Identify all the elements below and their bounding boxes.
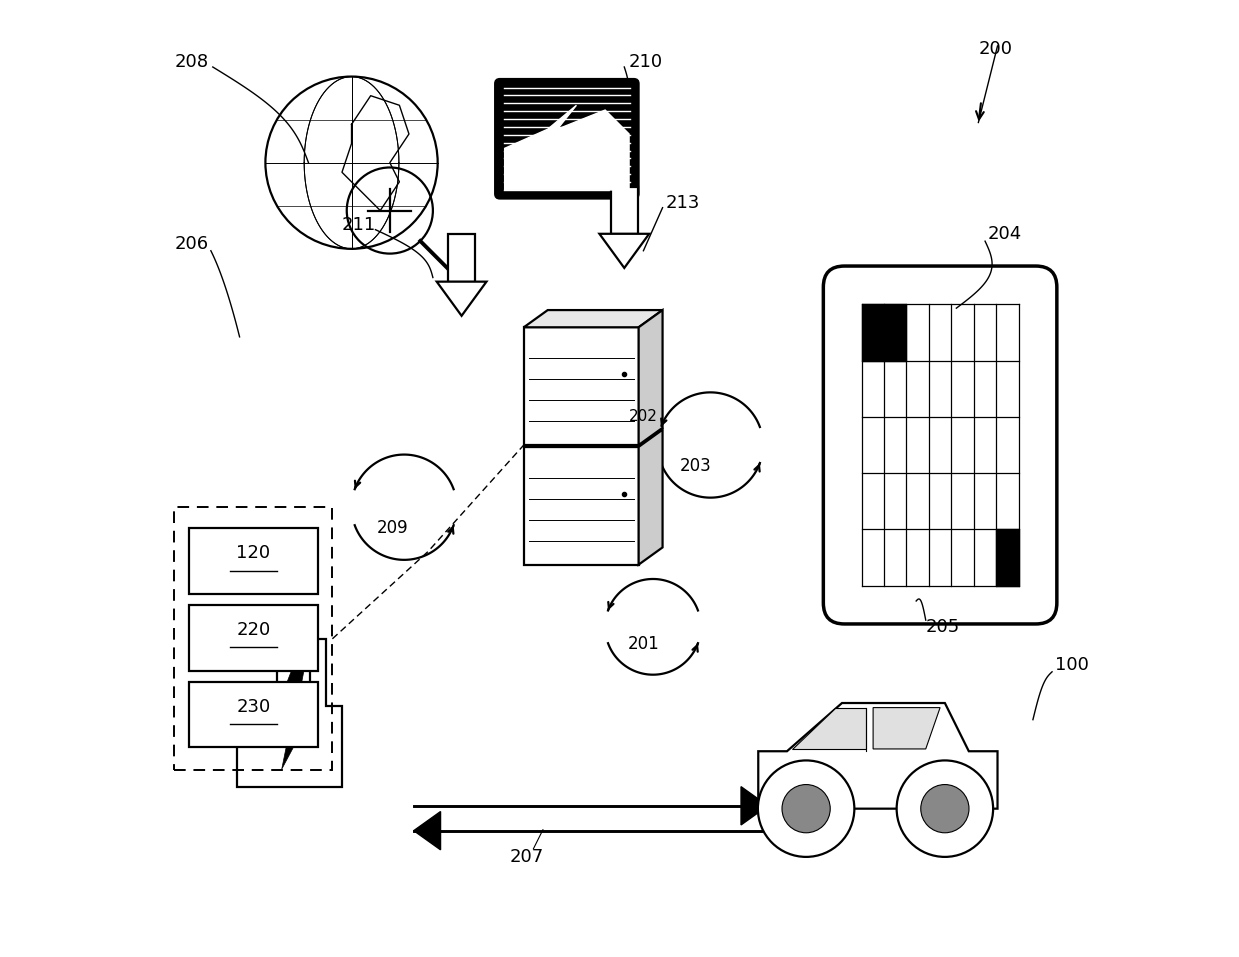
FancyBboxPatch shape	[496, 78, 638, 198]
Bar	[885, 304, 907, 361]
Polygon shape	[436, 281, 487, 316]
Circle shape	[782, 785, 830, 833]
Polygon shape	[524, 430, 663, 447]
Bar	[524, 327, 638, 445]
Text: 200: 200	[979, 40, 1012, 58]
Text: 230: 230	[237, 698, 270, 716]
Polygon shape	[504, 105, 629, 189]
Polygon shape	[414, 812, 441, 850]
Polygon shape	[600, 234, 649, 268]
Text: 211: 211	[342, 216, 377, 234]
Text: 120: 120	[237, 545, 270, 563]
Bar	[188, 605, 318, 671]
Bar	[188, 528, 318, 593]
Bar	[611, 187, 638, 234]
Text: 201: 201	[627, 635, 659, 653]
FancyBboxPatch shape	[824, 266, 1057, 624]
Text: 207: 207	[509, 848, 544, 865]
Polygon shape	[524, 310, 663, 327]
Polygon shape	[873, 707, 940, 749]
Polygon shape	[638, 310, 663, 445]
Polygon shape	[237, 639, 342, 787]
Polygon shape	[792, 707, 866, 749]
Circle shape	[758, 761, 855, 857]
Circle shape	[921, 785, 969, 833]
Text: 204: 204	[987, 226, 1022, 243]
Text: 100: 100	[1054, 657, 1089, 674]
Bar	[861, 304, 885, 361]
Text: 203: 203	[680, 457, 712, 475]
Text: 205: 205	[926, 618, 960, 635]
Text: 210: 210	[629, 54, 663, 71]
Text: 206: 206	[175, 235, 208, 253]
Text: 220: 220	[237, 621, 270, 639]
Bar	[996, 529, 1018, 586]
Polygon shape	[276, 657, 306, 769]
Polygon shape	[741, 787, 768, 825]
Polygon shape	[758, 703, 997, 809]
Bar	[188, 682, 318, 747]
Polygon shape	[638, 430, 663, 565]
Bar	[175, 507, 332, 770]
Text: 209: 209	[377, 520, 409, 537]
Bar	[449, 234, 475, 281]
Text: 213: 213	[665, 194, 700, 211]
Bar	[524, 447, 638, 565]
Text: 202: 202	[629, 409, 658, 424]
Circle shape	[897, 761, 994, 857]
Text: 208: 208	[175, 54, 208, 71]
